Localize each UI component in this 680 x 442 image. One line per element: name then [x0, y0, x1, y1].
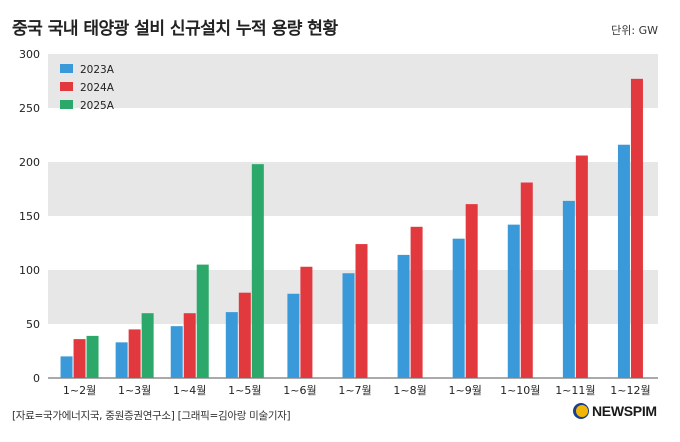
x-tick-label: 1~10월: [500, 384, 540, 397]
bar-2024A: [520, 182, 533, 378]
bar-2024A: [355, 244, 368, 378]
grid-band: [48, 162, 658, 216]
x-tick-label: 1~12월: [610, 384, 650, 397]
y-tick-label: 50: [26, 318, 40, 331]
legend-swatch-2025A: [60, 100, 73, 109]
bar-2023A: [115, 342, 128, 378]
bar-chart: 0 50 100 150 200 250 300 1~2월 1~3월 1~4월 1~5월 1~6월 1…: [19, 48, 658, 397]
bar-2023A: [342, 273, 355, 378]
x-tick-label: 1~4월: [173, 384, 206, 397]
legend-label: 2023A: [80, 64, 115, 76]
grid-band: [48, 54, 658, 108]
y-tick-label: 200: [19, 156, 40, 169]
bar-2023A: [287, 293, 300, 378]
bar-2025A: [251, 164, 264, 378]
bar-2023A: [170, 326, 183, 378]
bar-2024A: [575, 155, 588, 378]
legend-swatch-2023A: [60, 64, 73, 73]
y-tick-label: 300: [19, 48, 40, 61]
bar-2025A: [196, 264, 209, 378]
x-tick-label: 1~9월: [449, 384, 482, 397]
y-tick-label: 0: [33, 372, 40, 385]
bar-2024A: [410, 226, 423, 378]
unit-label: 단위: GW: [611, 24, 658, 37]
x-tick-label: 1~3월: [118, 384, 151, 397]
x-tick-label: 1~6월: [283, 384, 316, 397]
y-tick-label: 100: [19, 264, 40, 277]
y-tick-label: 250: [19, 102, 40, 115]
bar-2024A: [128, 329, 141, 378]
x-tick-label: 1~5월: [228, 384, 261, 397]
source-caption: [자료=국가에너지국, 중원증권연구소] [그래픽=김아랑 미술기자]: [12, 410, 291, 422]
legend-label: 2025A: [80, 100, 115, 112]
y-tick-label: 150: [19, 210, 40, 223]
bar-2023A: [452, 238, 465, 378]
bar-2023A: [397, 254, 410, 378]
bar-2024A: [630, 78, 643, 378]
logo-text: NEWSPIM: [592, 403, 657, 419]
bar-2024A: [73, 339, 86, 378]
newspim-logo: NEWSPIM: [573, 403, 657, 419]
x-tick-label: 1~7월: [338, 384, 371, 397]
legend-swatch-2024A: [60, 82, 73, 91]
chart-title: 중국 국내 태양광 설비 신규설치 누적 용량 현황: [12, 19, 338, 39]
bar-2024A: [465, 204, 478, 378]
bar-2024A: [238, 292, 251, 378]
bar-2023A: [507, 224, 520, 378]
legend-label: 2024A: [80, 82, 115, 94]
bar-2023A: [60, 356, 73, 378]
bar-2025A: [141, 313, 154, 378]
bar-2023A: [562, 200, 575, 378]
newspim-logo-icon: [573, 403, 589, 419]
x-tick-label: 1~11월: [555, 384, 595, 397]
x-tick-label: 1~8월: [393, 384, 426, 397]
bar-2023A: [617, 144, 630, 378]
x-tick-label: 1~2월: [63, 384, 96, 397]
bar-2025A: [86, 335, 99, 378]
bar-2024A: [300, 266, 313, 378]
bar-2024A: [183, 313, 196, 378]
bar-2023A: [225, 312, 238, 378]
